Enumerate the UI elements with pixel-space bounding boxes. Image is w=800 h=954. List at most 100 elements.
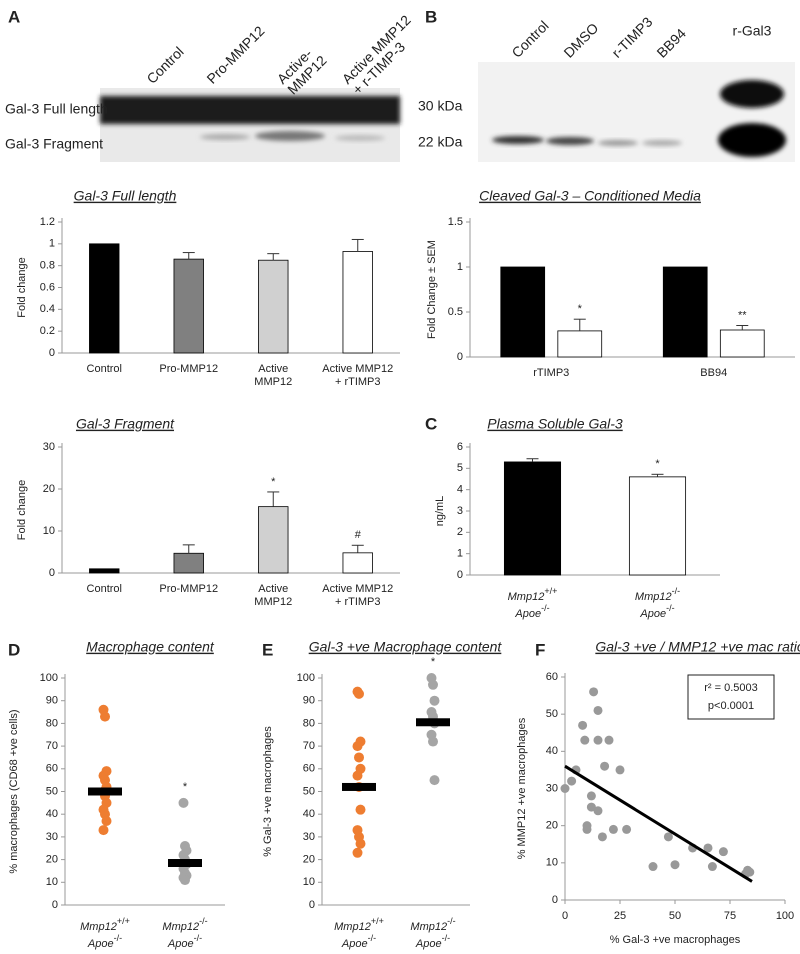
x-tick-label: 50 — [669, 910, 681, 922]
y-tick-label: 70 — [46, 740, 58, 752]
chart: C Plasma Soluble Gal-3 ng/mL 0 1 2 3 4 5 6 Mmp12+/… — [425, 414, 720, 620]
x-tick-label: 0 — [562, 910, 568, 922]
y-tick-label: 0 — [49, 567, 55, 579]
chart: Gal-3 Full length Fold change 0 0.2 0.4 0.6 0.… — [16, 188, 400, 388]
y-tick-label: 30 — [46, 831, 58, 843]
point — [707, 862, 717, 872]
stats-box — [687, 674, 775, 720]
y-tick-label: 10 — [303, 876, 315, 888]
annotation: ** — [738, 309, 747, 321]
chart-title: Plasma Soluble Gal-3 — [487, 416, 623, 432]
x-tick-label: 100 — [776, 910, 794, 922]
panel-letter: A — [8, 7, 20, 26]
point — [578, 720, 588, 730]
y-tick-label: 40 — [303, 808, 315, 820]
point — [100, 711, 110, 722]
y-tick-label: 80 — [46, 717, 58, 729]
point — [593, 705, 603, 715]
bar — [719, 329, 765, 358]
row-label: Gal-3 Fragment — [5, 136, 103, 152]
x-tick-label: Control — [87, 583, 122, 595]
y-tick-label: 60 — [303, 763, 315, 775]
y-tick-label: 1 — [457, 548, 463, 560]
y-tick-label: 0 — [52, 899, 58, 911]
x-tick-label: BB94 — [700, 367, 727, 379]
point — [586, 802, 596, 812]
y-tick-label: 30 — [303, 831, 315, 843]
y-tick-label: 90 — [46, 695, 58, 707]
point — [428, 736, 438, 747]
bar — [662, 266, 708, 358]
x-tick-label: Active MMP12 — [254, 583, 292, 608]
y-axis-label: Fold change — [16, 257, 28, 318]
point — [745, 867, 755, 877]
point — [670, 860, 680, 870]
y-tick-label: 60 — [46, 763, 58, 775]
lane-label: Active MMP12+ r-TIMP-3 — [338, 11, 424, 97]
point — [355, 838, 366, 849]
trendline — [564, 764, 753, 883]
y-tick-label: 100 — [297, 672, 315, 684]
point — [604, 735, 614, 745]
row-label: 30 kDa — [418, 98, 463, 114]
panel-letter: C — [425, 414, 437, 433]
panel-letter: E — [262, 640, 273, 659]
point — [648, 862, 658, 872]
chart: D Macrophage content % macrophages (CD68 +… — [8, 639, 225, 950]
y-tick-label: 0 — [552, 894, 558, 906]
point — [178, 797, 189, 808]
point — [101, 816, 112, 827]
x-tick-label: Pro-MMP12 — [159, 363, 218, 375]
y-tick-label: 90 — [303, 695, 315, 707]
chart: E Gal-3 +ve Macrophage content % Gal-3 +ve… — [262, 639, 503, 950]
x-tick-label: Active MMP12 + rTIMP3 — [322, 583, 393, 608]
point — [429, 695, 440, 706]
y-tick-label: 60 — [546, 671, 558, 683]
point — [580, 735, 590, 745]
point — [352, 741, 363, 752]
stats-text: p<0.0001 — [708, 700, 754, 712]
point — [600, 761, 610, 771]
y-axis-label: Fold change — [16, 480, 28, 541]
point — [98, 825, 109, 836]
y-axis-label: Fold Change ± SEM — [426, 240, 438, 339]
x-tick-label: Mmp12+/+​Apoe-/-​ — [80, 916, 130, 950]
point — [180, 875, 190, 886]
stats-text: r² = 0.5003 — [704, 682, 758, 694]
y-tick-label: 0.5 — [448, 306, 463, 318]
lane-label: BB94 — [653, 25, 689, 61]
y-tick-label: 6 — [457, 441, 463, 453]
bar — [503, 461, 562, 576]
point — [354, 752, 364, 763]
point — [352, 770, 363, 781]
y-tick-label: 70 — [303, 740, 315, 752]
x-tick-label: Mmp12-/-​Apoe-/-​ — [410, 916, 455, 950]
mean-bar — [88, 787, 122, 796]
chart-title: Cleaved Gal-3 – Conditioned Media — [479, 188, 701, 204]
y-tick-label: 100 — [40, 672, 58, 684]
point — [567, 776, 577, 786]
panel-letter: B — [425, 7, 437, 26]
annotation: * — [183, 781, 188, 793]
y-tick-label: 0.2 — [40, 325, 55, 337]
x-tick-label: 75 — [724, 910, 736, 922]
y-tick-label: 50 — [303, 785, 315, 797]
y-tick-label: 4 — [457, 484, 463, 496]
bar — [258, 259, 289, 354]
y-axis-label: ng/mL — [434, 496, 446, 527]
point — [582, 824, 592, 834]
y-tick-label: 1.5 — [448, 216, 463, 228]
annotation: * — [578, 303, 583, 315]
bar — [557, 330, 603, 358]
mean-bar — [342, 782, 376, 791]
point — [663, 832, 673, 842]
annotation: * — [271, 476, 276, 488]
lane-label: Control — [143, 44, 186, 87]
y-tick-label: 0.8 — [40, 260, 55, 272]
y-tick-label: 30 — [546, 782, 558, 794]
bar — [89, 568, 120, 574]
annotation: * — [655, 458, 660, 470]
bar — [173, 258, 204, 354]
annotation: # — [355, 529, 362, 541]
